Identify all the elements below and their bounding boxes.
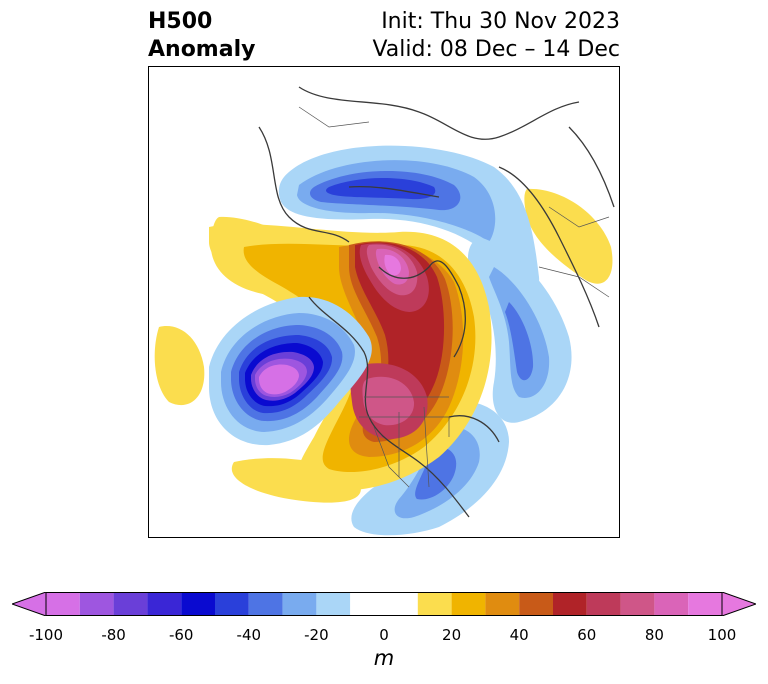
colorbar-tick-label: 60: [577, 626, 597, 644]
anomaly-map: [154, 86, 615, 536]
title-anomaly: Anomaly: [148, 37, 256, 62]
colorbar-bin: [215, 592, 249, 616]
colorbar-bin: [586, 592, 621, 616]
colorbar-bin: [248, 592, 283, 616]
colorbar-bin: [316, 592, 351, 616]
colorbar-unit-label: m: [373, 646, 395, 670]
map-panel: [148, 66, 620, 538]
colorbar-under-arrow: [12, 592, 47, 616]
colorbar-bin: [654, 592, 689, 616]
colorbar-bin: [147, 592, 182, 616]
colorbar-tick-label: -80: [101, 626, 126, 644]
colorbar-bin: [417, 592, 452, 616]
colorbar-tick-label: 20: [442, 626, 462, 644]
colorbar-tick-label: 100: [707, 626, 737, 644]
colorbar-bin: [113, 592, 148, 616]
colorbar-tick-label: -60: [168, 626, 194, 644]
colorbar-tick-label: -20: [304, 626, 329, 644]
ridge-east-asia: [524, 188, 613, 284]
colorbar-bin: [485, 592, 520, 616]
trough-northern-eurasia: [278, 145, 540, 290]
colorbar-bin: [688, 592, 722, 616]
colorbar-bin: [620, 592, 655, 616]
ridge-central-north-america: [350, 363, 428, 439]
colorbar-over-arrow: [721, 592, 756, 616]
chart-title-left: H500 Anomaly: [148, 8, 255, 64]
chart-title-right: Init: Thu 30 Nov 2023 Valid: 08 Dec – 14…: [372, 8, 620, 64]
trough-atlantic-seaboard: [351, 401, 509, 536]
colorbar-bin: [79, 592, 114, 616]
colorbar-tick-label: 40: [509, 626, 529, 644]
colorbar-bin: [553, 592, 587, 616]
trough-gulf-of-alaska: [209, 296, 372, 446]
colorbar-tick-label: 80: [644, 626, 664, 644]
colorbar-tick-label: 0: [379, 626, 389, 644]
colorbar-tick-label: -40: [236, 626, 262, 644]
borders: [298, 106, 610, 488]
trough-east-siberia-pacific: [467, 237, 572, 423]
colorbar-bin: [282, 592, 317, 616]
colorbar-bin: [350, 592, 418, 616]
colorbar-bin: [181, 592, 215, 616]
valid-label: Valid: 08 Dec – 14 Dec: [372, 37, 620, 62]
colorbar-bin: [519, 592, 553, 616]
colorbar-tick-labels: -100 -80 -60 -40 -20 0 20 40 60 80 100: [0, 626, 768, 646]
colorbar-tick-label: -100: [28, 626, 64, 644]
colorbar-bin: [46, 592, 80, 616]
colorbar: [12, 592, 756, 616]
colorbar-outline: [45, 592, 723, 616]
title-variable: H500: [148, 9, 213, 34]
init-label: Init: Thu 30 Nov 2023: [381, 9, 620, 34]
colorbar-bin: [451, 592, 486, 616]
